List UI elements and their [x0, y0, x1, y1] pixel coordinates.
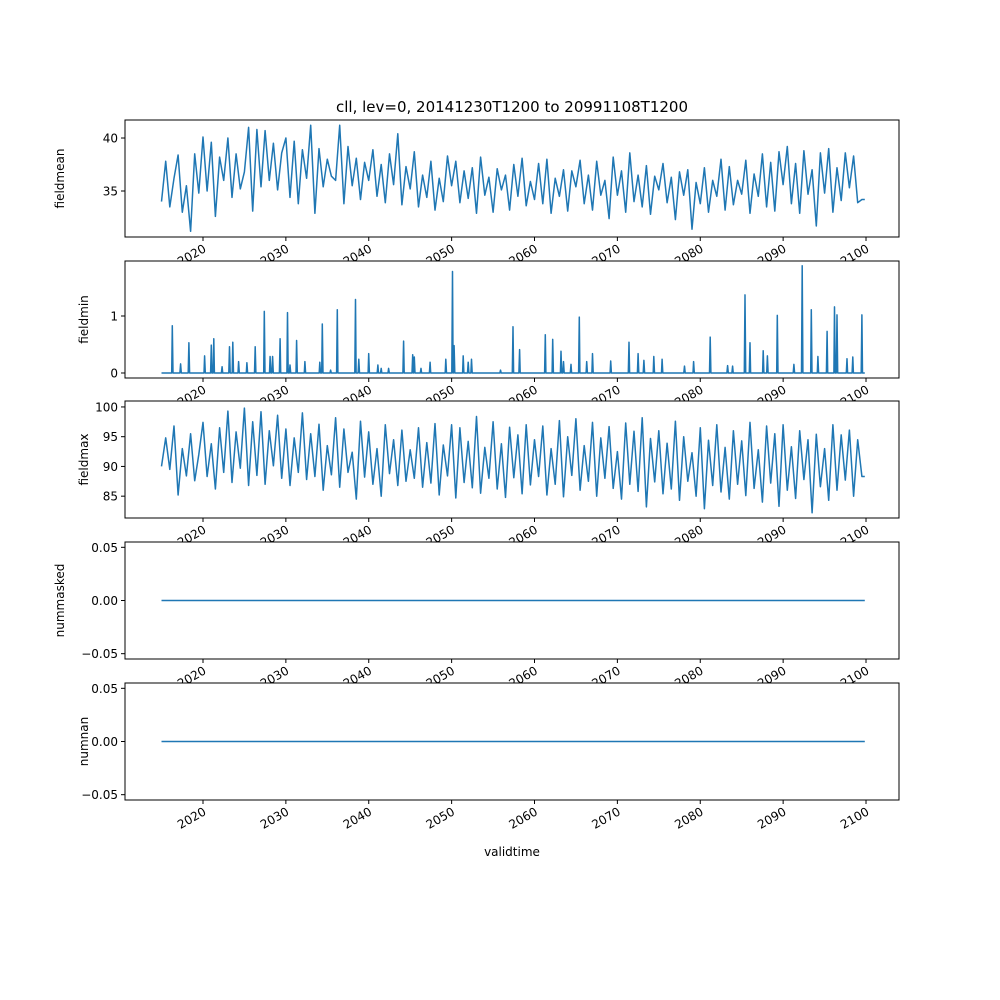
series-line-fieldmean: [160, 124, 865, 233]
y-tick-label: 85: [103, 490, 118, 504]
y-tick-label: 0.00: [91, 735, 118, 749]
y-tick-label: 95: [103, 430, 118, 444]
y-tick-label: −0.05: [81, 788, 118, 802]
y-tick-label: 0.00: [91, 594, 118, 608]
x-axis-label: validtime: [484, 845, 540, 859]
y-tick-label: 0: [110, 366, 118, 380]
axes-frame: [124, 260, 900, 379]
y-axis-label: fieldmean: [53, 149, 67, 209]
y-tick-label: 40: [103, 132, 118, 146]
y-axis-label: numnan: [77, 717, 91, 766]
y-axis-label: fieldmin: [77, 295, 91, 344]
y-axis-label: fieldmax: [77, 433, 91, 485]
series-line-fieldmin: [161, 265, 865, 374]
y-tick-label: 1: [110, 309, 118, 323]
y-tick-label: 90: [103, 460, 118, 474]
chart-title: cll, lev=0, 20141230T1200 to 20991108T12…: [336, 98, 688, 116]
axes-frame: [124, 400, 900, 519]
series-line-fieldmax: [160, 407, 865, 514]
y-tick-label: 0.05: [91, 541, 118, 555]
axes-frame: [124, 119, 900, 238]
y-tick-label: 35: [103, 185, 118, 199]
y-tick-label: 0.05: [91, 682, 118, 696]
y-tick-label: −0.05: [81, 647, 118, 661]
y-axis-label: nummasked: [53, 564, 67, 638]
y-tick-label: 100: [95, 400, 118, 414]
